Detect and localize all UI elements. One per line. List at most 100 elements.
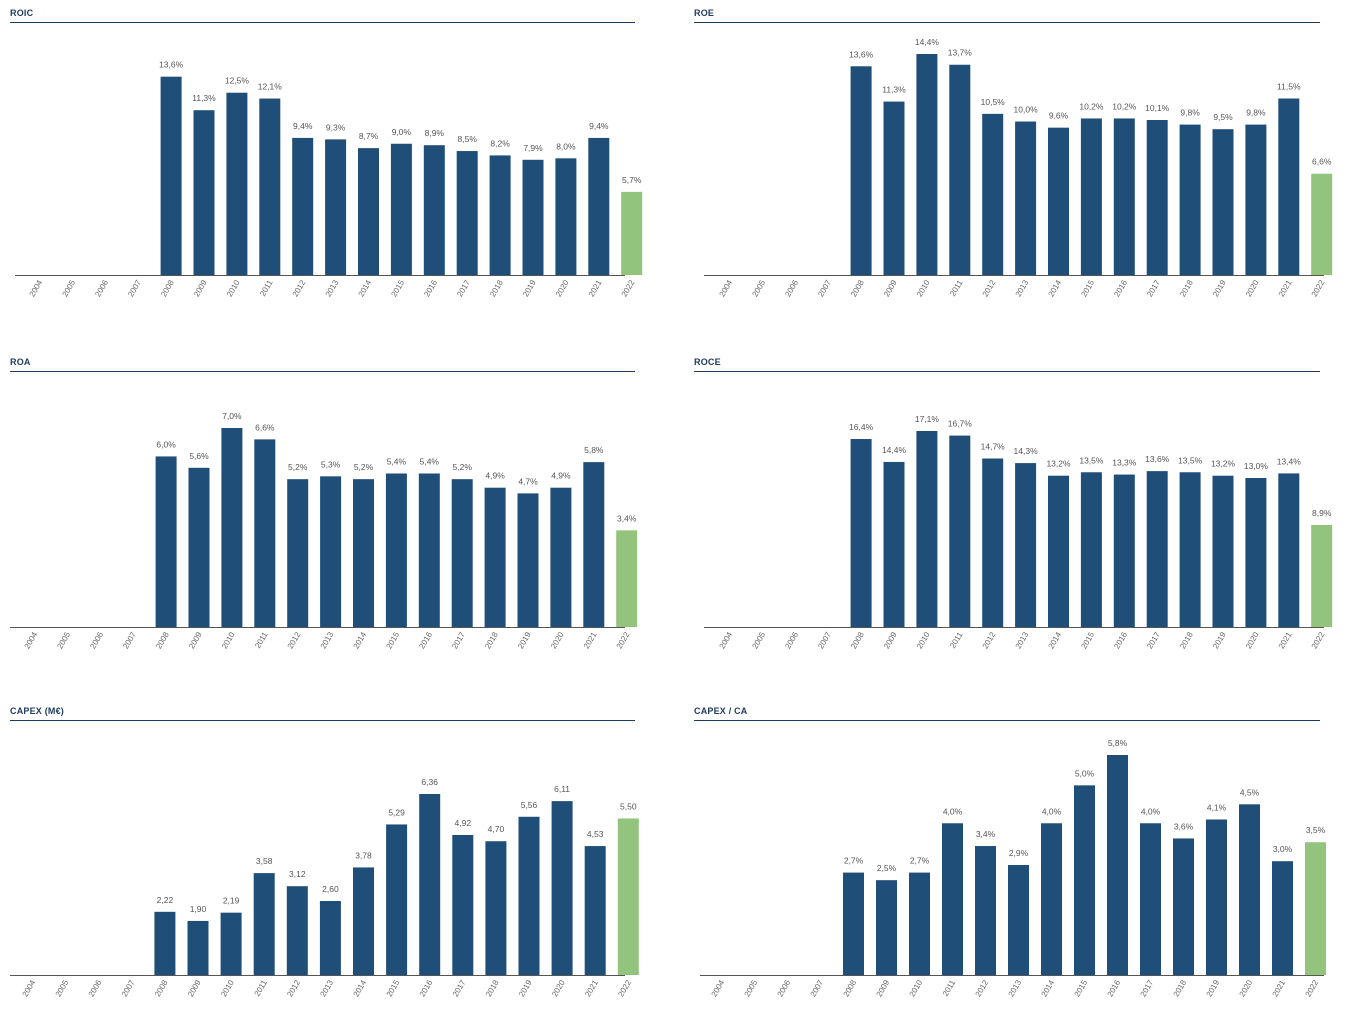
x-tick-2013: 2013 bbox=[1007, 978, 1024, 998]
x-tick-2016: 2016 bbox=[1106, 978, 1123, 998]
x-tick-2018: 2018 bbox=[488, 278, 505, 298]
x-tick-2019: 2019 bbox=[517, 978, 534, 998]
bar-2011 bbox=[949, 64, 971, 275]
x-tick-2010: 2010 bbox=[220, 630, 237, 650]
data-label-2013: 5,3% bbox=[321, 459, 341, 469]
bar-2008 bbox=[155, 456, 177, 627]
x-tick-2022: 2022 bbox=[1310, 630, 1327, 650]
x-tick-2008: 2008 bbox=[153, 978, 170, 998]
data-label-2018: 9,8% bbox=[1180, 108, 1200, 118]
bar-2022 bbox=[617, 818, 639, 975]
x-tick-2010: 2010 bbox=[908, 978, 925, 998]
data-label-2017: 10,1% bbox=[1145, 103, 1170, 113]
data-label-2008: 13,6% bbox=[159, 60, 184, 70]
bar-2017 bbox=[451, 479, 473, 627]
bar-2022 bbox=[616, 530, 638, 627]
chart-title: ROE bbox=[694, 8, 715, 18]
x-tick-2004: 2004 bbox=[28, 278, 45, 298]
chart-title: ROA bbox=[10, 357, 31, 367]
x-tick-2009: 2009 bbox=[192, 278, 209, 298]
bar-2012 bbox=[286, 886, 308, 975]
data-label-2015: 10,2% bbox=[1079, 101, 1104, 111]
data-label-2009: 2,5% bbox=[877, 863, 897, 873]
data-label-2011: 13,7% bbox=[948, 48, 973, 58]
x-tick-2021: 2021 bbox=[1271, 978, 1288, 998]
bar-2010 bbox=[916, 431, 938, 627]
bar-2012 bbox=[975, 846, 996, 975]
bar-2020 bbox=[550, 487, 572, 627]
data-label-2015: 5,4% bbox=[387, 456, 407, 466]
bar-2009 bbox=[193, 110, 215, 275]
data-label-2014: 9,6% bbox=[1049, 111, 1069, 121]
x-tick-2010: 2010 bbox=[219, 978, 236, 998]
title-rule bbox=[694, 22, 1320, 23]
bar-2015 bbox=[1080, 118, 1102, 275]
bar-2012 bbox=[982, 458, 1004, 627]
data-label-2022: 3,5% bbox=[1306, 825, 1326, 835]
bar-2012 bbox=[287, 479, 309, 627]
x-tick-2020: 2020 bbox=[554, 278, 571, 298]
bar-2019 bbox=[517, 493, 539, 627]
x-tick-2017: 2017 bbox=[455, 278, 472, 298]
data-label-2018: 8,2% bbox=[490, 138, 510, 148]
x-tick-2015: 2015 bbox=[1079, 630, 1096, 650]
bar-2015 bbox=[385, 473, 407, 627]
data-label-2010: 17,1% bbox=[915, 414, 940, 424]
x-tick-2004: 2004 bbox=[23, 630, 40, 650]
data-label-2010: 2,19 bbox=[223, 896, 240, 906]
x-tick-2014: 2014 bbox=[1040, 978, 1057, 998]
data-label-2008: 13,6% bbox=[849, 49, 874, 59]
x-tick-2018: 2018 bbox=[484, 978, 501, 998]
roce-chart: ROCE 2004 2005 2006 2007 16,4% 2008 14,4% 2009 1… bbox=[694, 357, 1333, 687]
bar-2018 bbox=[1179, 472, 1201, 627]
data-label-2009: 11,3% bbox=[192, 93, 216, 103]
bar-2010 bbox=[220, 912, 242, 975]
x-tick-2009: 2009 bbox=[875, 978, 892, 998]
chart-title: ROIC bbox=[10, 8, 34, 18]
title-rule bbox=[694, 720, 1320, 721]
data-label-2016: 10,2% bbox=[1112, 101, 1137, 111]
bar-2015 bbox=[1080, 472, 1102, 627]
chart-plot: 2004 2005 2006 2007 16,4% 2008 14,4% 2009 17,1% 2… bbox=[704, 414, 1333, 650]
data-label-2015: 5,29 bbox=[388, 807, 405, 817]
x-tick-2005: 2005 bbox=[743, 978, 760, 998]
x-tick-2016: 2016 bbox=[418, 978, 435, 998]
x-tick-2008: 2008 bbox=[849, 630, 866, 650]
x-tick-2005: 2005 bbox=[60, 278, 77, 298]
data-label-2014: 13,2% bbox=[1046, 459, 1071, 469]
bar-2009 bbox=[883, 461, 905, 627]
x-tick-2012: 2012 bbox=[981, 278, 998, 298]
x-tick-2006: 2006 bbox=[87, 978, 104, 998]
bar-2018 bbox=[1173, 838, 1194, 975]
title-rule bbox=[10, 720, 635, 721]
data-label-2019: 5,56 bbox=[521, 800, 538, 810]
bar-2009 bbox=[188, 467, 210, 627]
bar-2015 bbox=[390, 143, 412, 275]
x-tick-2013: 2013 bbox=[1014, 278, 1031, 298]
bar-2018 bbox=[484, 487, 506, 627]
bar-2010 bbox=[909, 872, 930, 975]
bar-2019 bbox=[1206, 819, 1227, 975]
x-tick-2022: 2022 bbox=[616, 978, 633, 998]
data-label-2021: 11,5% bbox=[1277, 82, 1301, 92]
x-tick-2016: 2016 bbox=[1112, 278, 1129, 298]
roe-chart: ROE 2004 2005 2006 2007 13,6% 2008 11,3% 2009 14… bbox=[694, 8, 1333, 338]
data-label-2016: 5,8% bbox=[1108, 738, 1128, 748]
data-label-2008: 2,22 bbox=[157, 895, 174, 905]
x-tick-2013: 2013 bbox=[319, 630, 336, 650]
data-label-2014: 4,0% bbox=[1042, 806, 1062, 816]
bar-2018 bbox=[485, 841, 507, 975]
data-label-2012: 14,7% bbox=[981, 442, 1006, 452]
x-tick-2004: 2004 bbox=[710, 978, 727, 998]
data-label-2014: 5,2% bbox=[354, 462, 374, 472]
x-tick-2014: 2014 bbox=[357, 278, 374, 298]
data-label-2016: 13,3% bbox=[1112, 458, 1137, 468]
x-tick-2021: 2021 bbox=[587, 278, 604, 298]
data-label-2012: 3,4% bbox=[976, 829, 996, 839]
bar-2018 bbox=[489, 155, 511, 275]
chart-plot: 2004 2005 2006 2007 13,6% 2008 11,3% 2009 12,5% 2… bbox=[15, 60, 643, 298]
roa-chart: ROA 2004 2005 2006 2007 6,0% 2008 5,6% 2009 7,0%… bbox=[10, 357, 638, 687]
bar-2016 bbox=[1113, 474, 1135, 627]
data-label-2016: 6,36 bbox=[421, 777, 438, 787]
bar-2008 bbox=[850, 439, 872, 627]
